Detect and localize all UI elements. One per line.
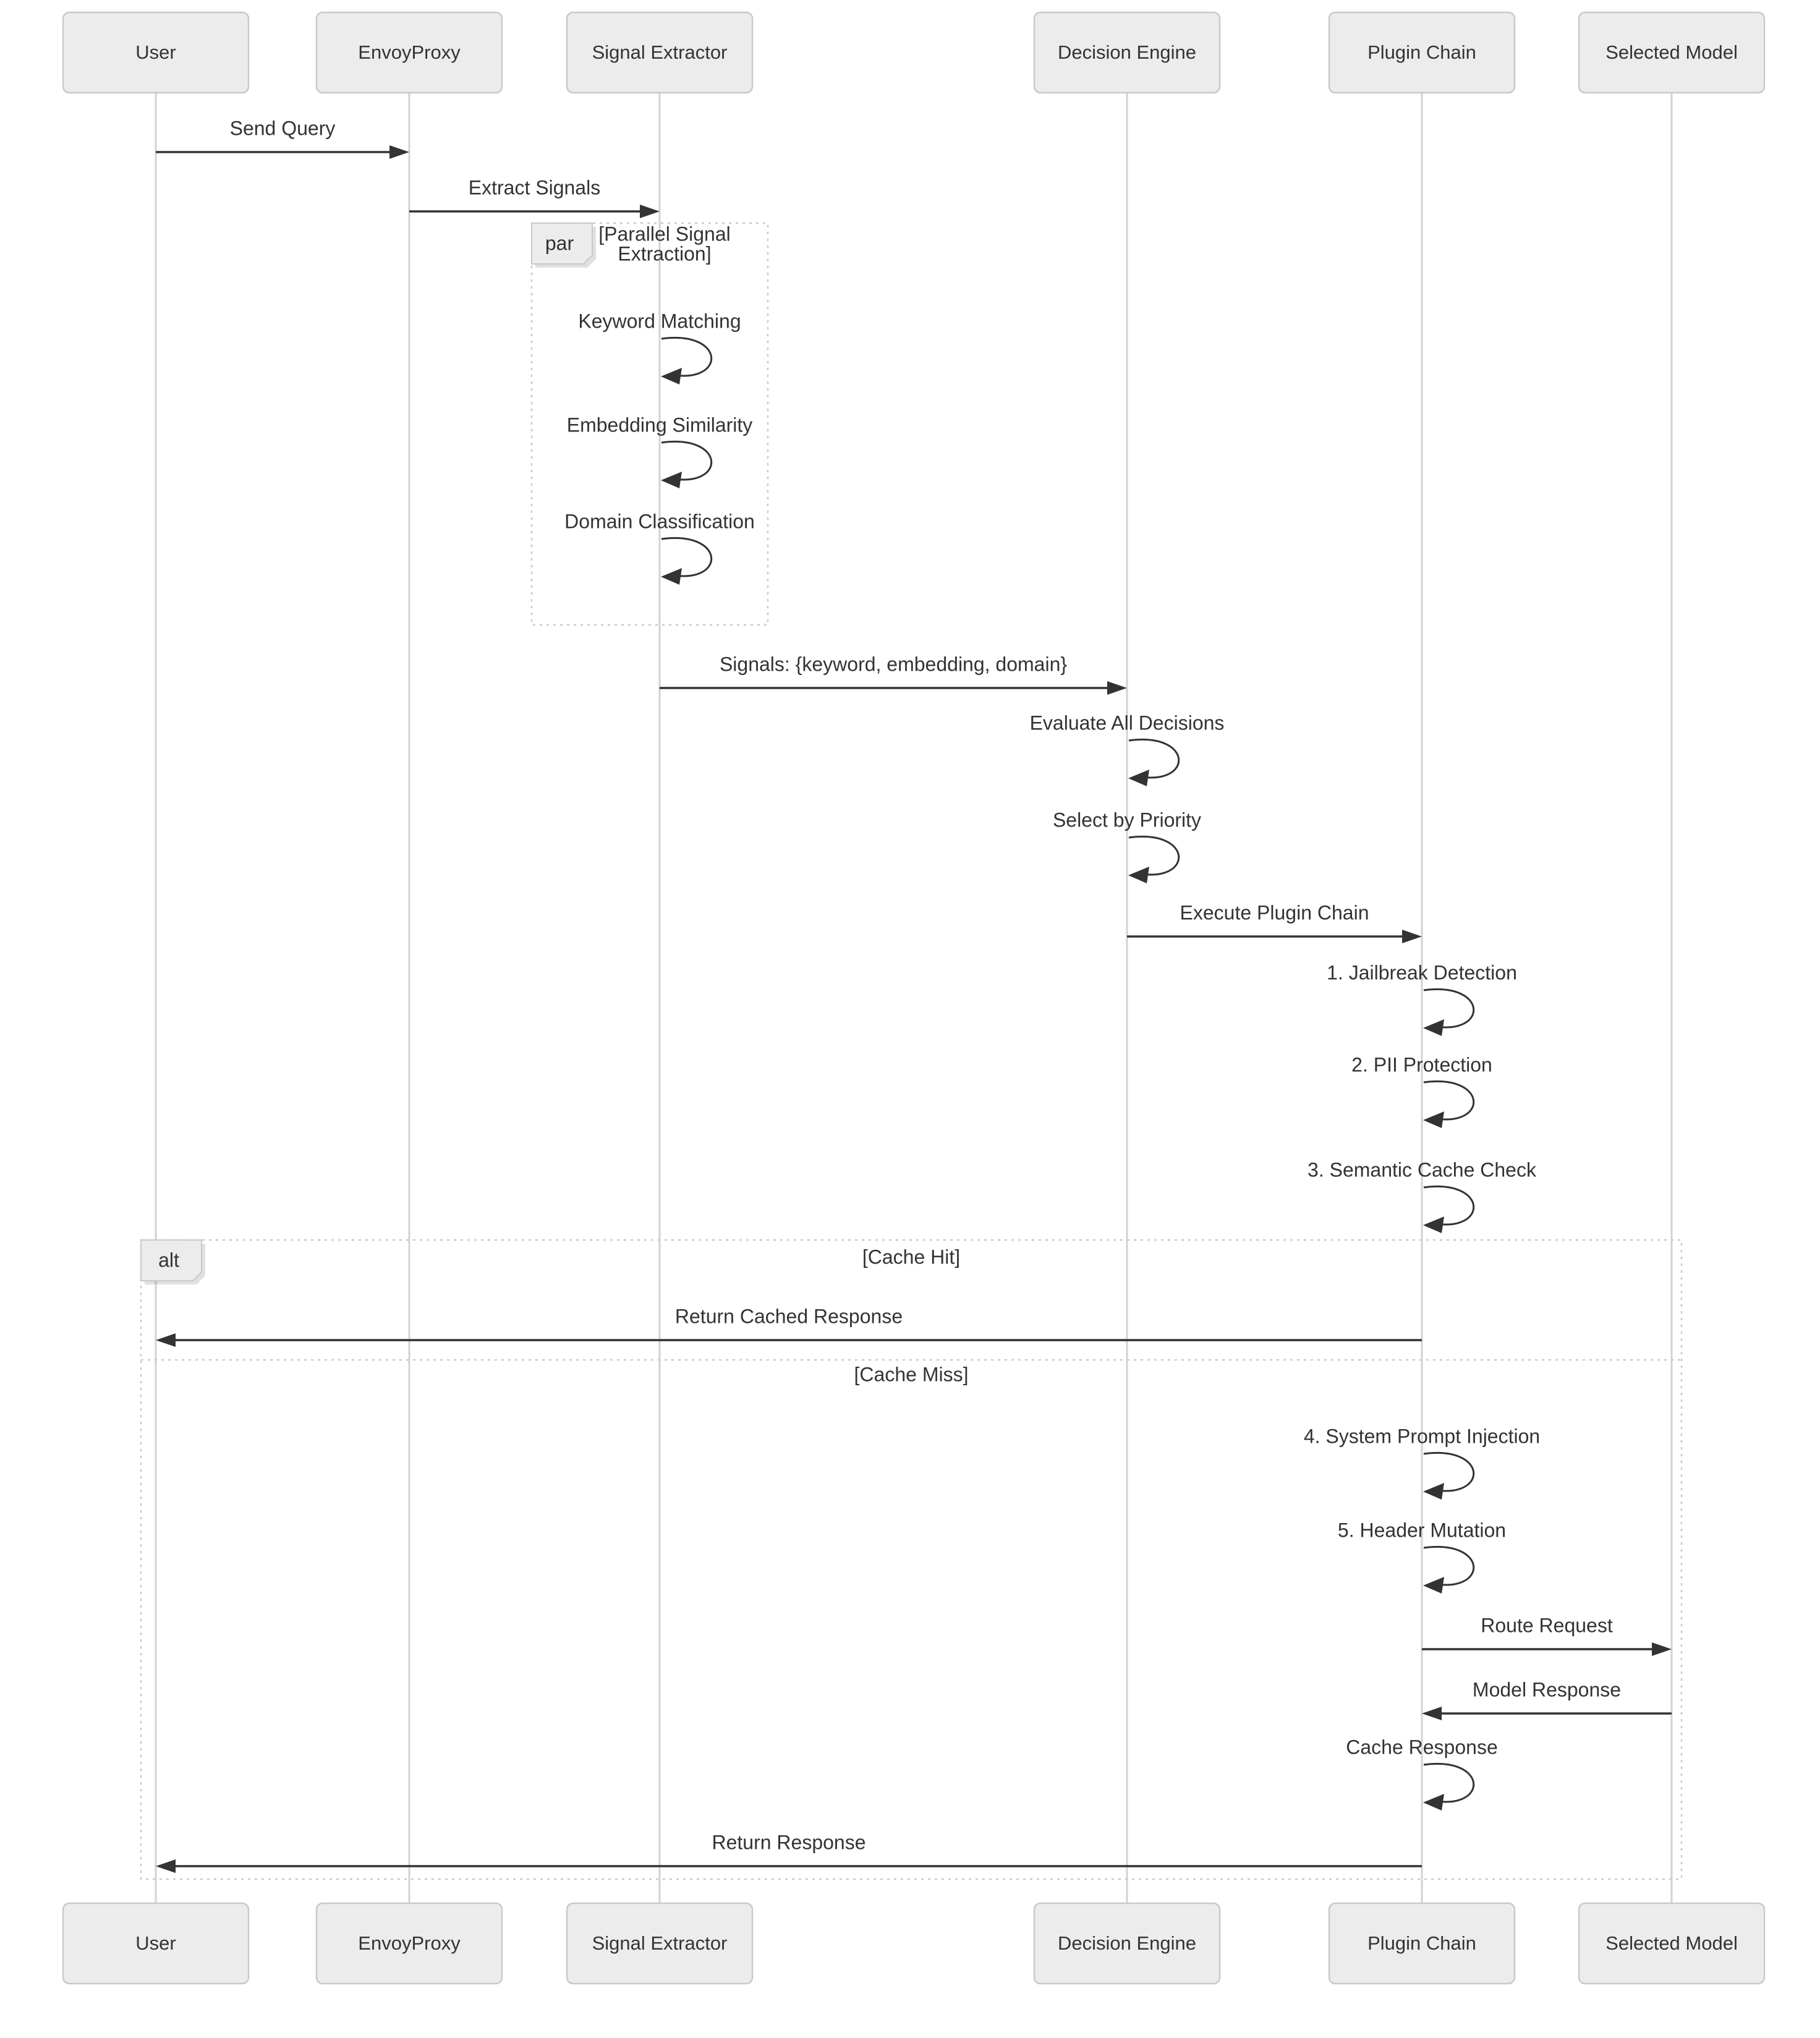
self-message-loop (1423, 988, 1475, 1029)
self-message-arrowhead-icon (1423, 1794, 1444, 1811)
alt-label: alt (158, 1249, 179, 1271)
self-message-label: Cache Response (1346, 1736, 1497, 1758)
self-message-loop (1128, 739, 1180, 779)
alt-section-title: [Cache Hit] (862, 1246, 960, 1268)
self-message-label: 2. PII Protection (1351, 1053, 1492, 1076)
message-arrowhead-icon (640, 205, 660, 218)
participant-box-bottom-extractor (566, 1902, 754, 1985)
self-message-loop (1423, 1186, 1475, 1226)
message-arrowhead-icon (1107, 681, 1127, 695)
message-label: Extract Signals (469, 176, 600, 198)
message-arrowhead-icon (156, 1859, 176, 1873)
message-arrowhead-icon (389, 145, 409, 159)
participant-label-top-decision: Decision Engine (1058, 41, 1196, 63)
participant-box-bottom-envoy (315, 1902, 503, 1985)
participant-label-bottom-plugin: Plugin Chain (1367, 1932, 1476, 1954)
self-message-loop (1423, 1081, 1475, 1121)
participant-label-bottom-model: Selected Model (1605, 1932, 1738, 1954)
participant-box-top-extractor (566, 11, 754, 94)
par-label-box (531, 223, 593, 265)
participant-box-bottom-plugin (1328, 1902, 1516, 1985)
self-message-loop (1128, 836, 1180, 876)
participant-label-bottom-extractor: Signal Extractor (592, 1932, 728, 1954)
message-label: Send Query (230, 117, 336, 139)
participant-label-top-model: Selected Model (1605, 41, 1738, 63)
self-message-loop (661, 537, 713, 577)
participant-box-top-user (62, 11, 250, 94)
self-message-arrowhead-icon (661, 472, 682, 488)
participant-label-top-user: User (135, 41, 176, 63)
par-block-border (530, 222, 769, 626)
message-arrowhead-icon (1422, 1707, 1442, 1720)
self-message-label: Embedding Similarity (567, 414, 753, 436)
message-label: Signals: {keyword, embedding, domain} (720, 653, 1067, 675)
message-label: Execute Plugin Chain (1180, 901, 1369, 923)
self-message-label: Domain Classification (564, 510, 755, 532)
participant-box-top-plugin (1328, 11, 1516, 94)
self-message-arrowhead-icon (1423, 1111, 1444, 1128)
self-message-arrowhead-icon (1423, 1577, 1444, 1594)
message-arrowhead-icon (1402, 930, 1422, 943)
self-message-arrowhead-icon (1423, 1216, 1444, 1233)
participant-box-top-envoy (315, 11, 503, 94)
alt-block-border (140, 1239, 1683, 1880)
self-message-arrowhead-icon (661, 368, 682, 384)
par-label: par (545, 232, 574, 254)
participant-box-top-decision (1033, 11, 1221, 94)
alt-section-title: [Cache Miss] (854, 1363, 969, 1385)
self-message-loop (1423, 1452, 1475, 1492)
self-message-label: 3. Semantic Cache Check (1308, 1158, 1537, 1181)
self-message-loop (1423, 1546, 1475, 1586)
participant-label-top-plugin: Plugin Chain (1367, 41, 1476, 63)
self-message-arrowhead-icon (1128, 770, 1149, 786)
message-label: Route Request (1481, 1614, 1613, 1636)
par-title-line: Extraction] (618, 242, 711, 265)
self-message-loop (661, 441, 713, 481)
par-title-line: [Parallel Signal (598, 223, 730, 245)
self-message-arrowhead-icon (1423, 1019, 1444, 1036)
participant-label-top-extractor: Signal Extractor (592, 41, 728, 63)
self-message-loop (661, 337, 713, 377)
message-label: Model Response (1473, 1678, 1621, 1700)
participant-label-top-envoy: EnvoyProxy (358, 41, 461, 63)
self-message-label: Evaluate All Decisions (1030, 711, 1225, 734)
participant-box-bottom-model (1578, 1902, 1766, 1985)
self-message-arrowhead-icon (1423, 1483, 1444, 1500)
message-label: Return Response (712, 1831, 865, 1853)
self-message-loop (1423, 1763, 1475, 1803)
self-message-arrowhead-icon (1128, 867, 1149, 883)
self-message-label: 4. System Prompt Injection (1304, 1425, 1540, 1447)
self-message-label: Keyword Matching (578, 310, 741, 332)
message-label: Return Cached Response (675, 1305, 903, 1327)
self-message-label: Select by Priority (1053, 809, 1201, 831)
participant-label-bottom-decision: Decision Engine (1058, 1932, 1196, 1954)
self-message-label: 5. Header Mutation (1338, 1519, 1506, 1541)
message-arrowhead-icon (1652, 1642, 1672, 1656)
participant-label-bottom-user: User (135, 1932, 176, 1954)
participant-box-top-model (1578, 11, 1766, 94)
self-message-label: 1. Jailbreak Detection (1327, 961, 1517, 983)
self-message-arrowhead-icon (661, 568, 682, 585)
alt-label-box (140, 1239, 202, 1281)
participant-label-bottom-envoy: EnvoyProxy (358, 1932, 461, 1954)
participant-box-bottom-decision (1033, 1902, 1221, 1985)
message-arrowhead-icon (156, 1333, 176, 1347)
participant-box-bottom-user (62, 1902, 250, 1985)
